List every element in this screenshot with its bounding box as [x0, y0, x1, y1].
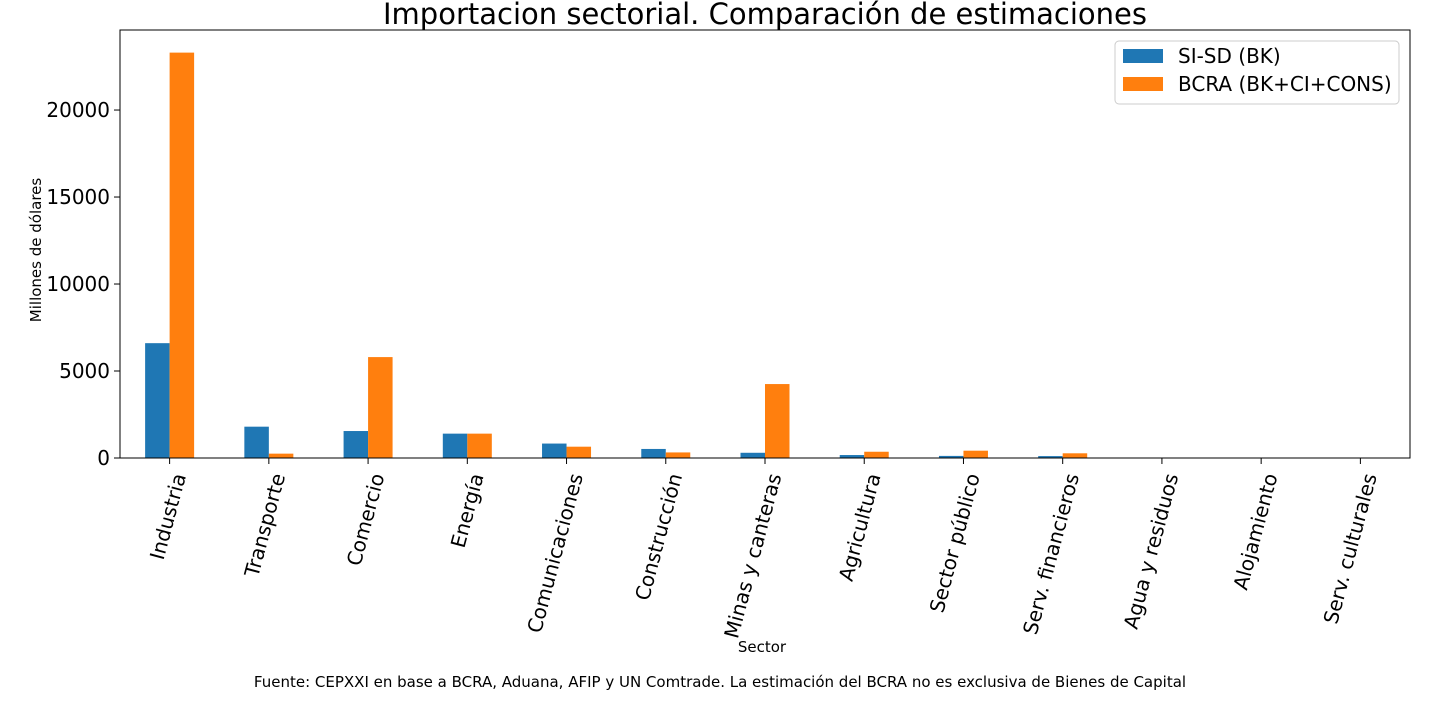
y-tick-label-0: 0 — [97, 446, 110, 470]
bar-chart: Importacion sectorial. Comparación de es… — [27, 0, 1411, 656]
x-tick-label-0: Industria — [145, 471, 191, 562]
bar-sisd-9 — [1038, 456, 1063, 458]
y-tick-label-4: 20000 — [46, 98, 110, 122]
bar-sisd-0 — [145, 343, 170, 458]
y-tick-label-2: 10000 — [46, 272, 110, 296]
x-tick-label-1: Transporte — [239, 471, 290, 581]
bar-bcra-2 — [368, 357, 393, 458]
x-tick-label-9: Serv. financieros — [1018, 471, 1084, 637]
legend-swatch-0 — [1123, 49, 1163, 63]
y-tick-label-1: 5000 — [59, 359, 110, 383]
bar-bcra-4 — [566, 446, 592, 458]
bar-bcra-8 — [963, 450, 988, 458]
y-axis-label: Millones de dólares — [27, 178, 45, 323]
bar-bcra-7 — [864, 451, 889, 458]
legend-swatch-1 — [1123, 77, 1163, 91]
legend-label-1: BCRA (BK+CI+CONS) — [1178, 72, 1392, 96]
x-tick-label-7: Agricultura — [834, 471, 886, 584]
bar-bcra-0 — [169, 52, 195, 459]
x-tick-label-6: Minas y canteras — [719, 471, 786, 641]
bar-bcra-3 — [467, 433, 492, 458]
x-tick-label-5: Construcción — [630, 471, 687, 603]
bar-bcra-5 — [665, 452, 691, 458]
chart-title: Importacion sectorial. Comparación de es… — [383, 0, 1147, 31]
bar-sisd-1 — [244, 426, 269, 458]
bar-bcra-6 — [765, 384, 790, 458]
x-tick-label-10: Agua y residuos — [1119, 471, 1184, 632]
bars-layer — [145, 52, 1385, 459]
legend-box — [1114, 40, 1400, 105]
legend-label-0: SI-SD (BK) — [1178, 44, 1281, 68]
bar-sisd-5 — [641, 448, 666, 458]
bar-sisd-6 — [740, 452, 765, 458]
x-tick-label-11: Alojamiento — [1228, 471, 1282, 593]
x-tick-label-8: Sector público — [925, 471, 985, 615]
legend: SI-SD (BK) BCRA (BK+CI+CONS) — [1114, 40, 1400, 105]
source-footnote: Fuente: CEPXXI en base a BCRA, Aduana, A… — [253, 673, 1187, 691]
x-axis-label: Sector — [738, 638, 787, 656]
x-tick-label-4: Comunicaciones — [522, 471, 588, 636]
bar-bcra-1 — [268, 453, 294, 458]
axes-layer: 0 5000 10000 15000 20000 Industria Transporte C… — [46, 29, 1411, 641]
bar-sisd-7 — [839, 455, 865, 458]
bar-bcra-9 — [1062, 453, 1088, 458]
y-tick-label-3: 15000 — [46, 185, 110, 209]
x-tick-label-12: Serv. culturales — [1319, 471, 1382, 627]
bar-sisd-4 — [542, 443, 567, 458]
bar-sisd-2 — [343, 431, 369, 458]
x-tick-label-2: Comercio — [342, 471, 390, 569]
x-tick-label-3: Energía — [446, 471, 489, 551]
bar-sisd-3 — [442, 433, 468, 458]
bar-sisd-8 — [938, 455, 964, 458]
